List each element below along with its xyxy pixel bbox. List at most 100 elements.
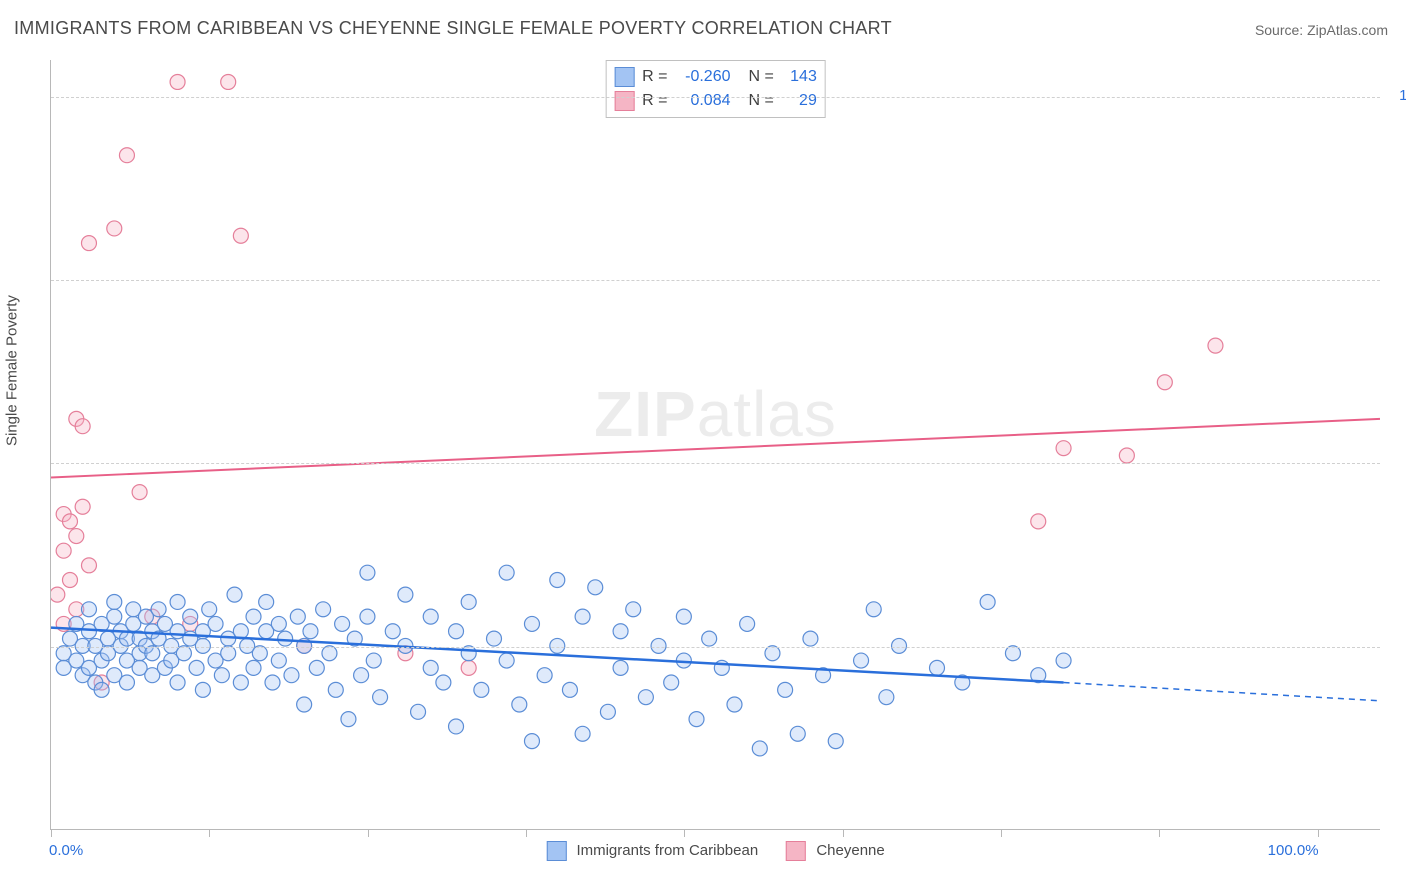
data-point bbox=[575, 726, 590, 741]
data-point bbox=[170, 74, 185, 89]
data-point bbox=[474, 682, 489, 697]
data-point bbox=[290, 609, 305, 624]
data-point bbox=[1056, 653, 1071, 668]
data-point bbox=[233, 228, 248, 243]
data-point bbox=[423, 609, 438, 624]
data-point bbox=[449, 624, 464, 639]
x-tick-mark bbox=[1159, 829, 1160, 837]
data-point bbox=[221, 74, 236, 89]
legend-swatch-bottom-1 bbox=[546, 841, 566, 861]
data-point bbox=[854, 653, 869, 668]
data-point bbox=[373, 690, 388, 705]
series-legend: Immigrants from Caribbean Cheyenne bbox=[546, 841, 884, 861]
data-point bbox=[354, 668, 369, 683]
gridline bbox=[51, 97, 1380, 98]
data-point bbox=[176, 646, 191, 661]
data-point bbox=[575, 609, 590, 624]
data-point bbox=[75, 499, 90, 514]
data-point bbox=[803, 631, 818, 646]
data-point bbox=[423, 660, 438, 675]
data-point bbox=[107, 609, 122, 624]
data-point bbox=[271, 616, 286, 631]
data-point bbox=[309, 660, 324, 675]
data-point bbox=[322, 646, 337, 661]
data-point bbox=[75, 419, 90, 434]
data-point bbox=[613, 624, 628, 639]
data-point bbox=[271, 653, 286, 668]
data-point bbox=[51, 587, 65, 602]
data-point bbox=[879, 690, 894, 705]
data-point bbox=[360, 609, 375, 624]
data-point bbox=[195, 682, 210, 697]
legend-swatch-1 bbox=[614, 67, 634, 87]
data-point bbox=[1208, 338, 1223, 353]
data-point bbox=[208, 616, 223, 631]
data-point bbox=[119, 148, 134, 163]
y-axis-label: Single Female Poverty bbox=[4, 295, 21, 446]
chart-title: IMMIGRANTS FROM CARIBBEAN VS CHEYENNE SI… bbox=[14, 18, 892, 39]
x-tick-mark bbox=[209, 829, 210, 837]
y-tick-label: 50.0% bbox=[1390, 453, 1406, 470]
data-point bbox=[284, 668, 299, 683]
chart-svg bbox=[51, 60, 1380, 829]
plot-area: ZIPatlas R = -0.260 N = 143 R = 0.084 N … bbox=[50, 60, 1380, 830]
data-point bbox=[183, 609, 198, 624]
data-point bbox=[499, 565, 514, 580]
data-point bbox=[107, 221, 122, 236]
data-point bbox=[562, 682, 577, 697]
data-point bbox=[1056, 441, 1071, 456]
data-point bbox=[170, 675, 185, 690]
data-point bbox=[151, 602, 166, 617]
trend-line-extrapolated bbox=[1064, 683, 1380, 701]
data-point bbox=[790, 726, 805, 741]
y-tick-label: 25.0% bbox=[1390, 637, 1406, 654]
legend-swatch-2 bbox=[614, 91, 634, 111]
data-point bbox=[626, 602, 641, 617]
data-point bbox=[303, 624, 318, 639]
x-tick-mark bbox=[368, 829, 369, 837]
data-point bbox=[214, 668, 229, 683]
y-tick-label: 100.0% bbox=[1390, 87, 1406, 104]
data-point bbox=[335, 616, 350, 631]
data-point bbox=[512, 697, 527, 712]
x-tick-mark bbox=[51, 829, 52, 837]
data-point bbox=[765, 646, 780, 661]
data-point bbox=[398, 587, 413, 602]
data-point bbox=[461, 660, 476, 675]
data-point bbox=[221, 646, 236, 661]
data-point bbox=[930, 660, 945, 675]
data-point bbox=[189, 660, 204, 675]
data-point bbox=[62, 573, 77, 588]
data-point bbox=[537, 668, 552, 683]
data-point bbox=[81, 236, 96, 251]
data-point bbox=[252, 646, 267, 661]
data-point bbox=[145, 646, 160, 661]
data-point bbox=[436, 675, 451, 690]
data-point bbox=[107, 594, 122, 609]
data-point bbox=[676, 609, 691, 624]
data-point bbox=[1119, 448, 1134, 463]
data-point bbox=[246, 609, 261, 624]
data-point bbox=[81, 558, 96, 573]
legend-row-series2: R = 0.084 N = 29 bbox=[614, 89, 817, 113]
data-point bbox=[132, 485, 147, 500]
legend-row-series1: R = -0.260 N = 143 bbox=[614, 65, 817, 89]
data-point bbox=[233, 675, 248, 690]
data-point bbox=[449, 719, 464, 734]
data-point bbox=[689, 712, 704, 727]
x-tick-label: 100.0% bbox=[1268, 842, 1319, 859]
data-point bbox=[461, 594, 476, 609]
data-point bbox=[69, 529, 84, 544]
data-point bbox=[366, 653, 381, 668]
legend-item-2: Cheyenne bbox=[786, 841, 885, 861]
data-point bbox=[341, 712, 356, 727]
data-point bbox=[664, 675, 679, 690]
data-point bbox=[550, 573, 565, 588]
data-point bbox=[524, 616, 539, 631]
data-point bbox=[265, 675, 280, 690]
gridline bbox=[51, 280, 1380, 281]
x-tick-mark bbox=[526, 829, 527, 837]
data-point bbox=[499, 653, 514, 668]
x-tick-mark bbox=[1318, 829, 1319, 837]
data-point bbox=[702, 631, 717, 646]
